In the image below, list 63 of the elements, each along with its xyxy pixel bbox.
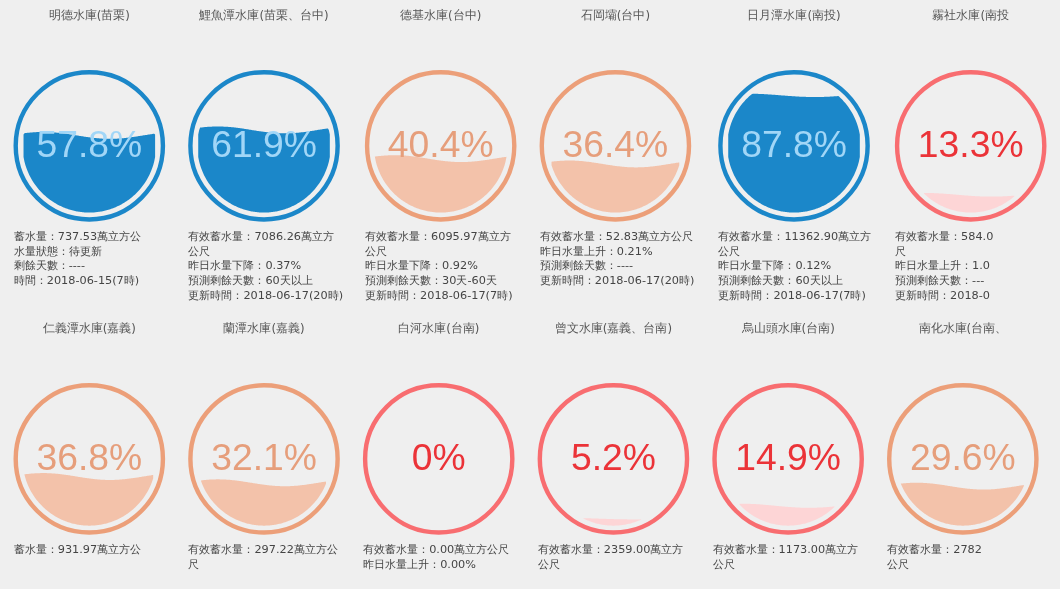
text: 公尺 <box>537 557 560 571</box>
text: 公尺 <box>365 244 388 258</box>
text: 鯉魚潭水庫(苗栗、台中) <box>199 8 329 23</box>
data-label: 13.3% <box>917 122 1024 165</box>
text: 更新時間：2018-06-17(20時) <box>188 288 344 302</box>
data-label: 36.8% <box>36 435 143 478</box>
text: 更新時間：2018-06-17(20時) <box>539 274 695 288</box>
text: 公尺 <box>718 244 741 258</box>
text: 更新時間：2018-06-17(7時) <box>718 288 866 302</box>
text: 明德水庫(苗栗) <box>48 8 130 23</box>
data-label: 0% <box>411 435 466 478</box>
text: 更新時間：2018-0 <box>895 288 991 302</box>
text: 昨日水量上升：1.0 <box>895 259 991 273</box>
text: 白河水庫(台南) <box>398 321 480 336</box>
text: 蓄水量：737.53萬立方公 <box>13 230 142 244</box>
text: 蓄水量：931.97萬立方公 <box>13 543 142 557</box>
data-label: 36.4% <box>562 122 669 165</box>
text: 預測剩餘天數：--- <box>895 274 985 288</box>
text: 水量狀態：待更新 <box>13 244 102 258</box>
text: 昨日水量下降：0.12% <box>718 259 832 273</box>
data-label: 5.2% <box>570 435 656 478</box>
data-label: 14.9% <box>735 435 841 478</box>
text: 公尺 <box>887 557 910 571</box>
text: 有效蓄水量：297.22萬立方公 <box>188 543 338 557</box>
text: 尺 <box>895 244 907 258</box>
text: 更新時間：2018-06-17(7時) <box>365 288 513 302</box>
text: 石岡壩(台中) <box>580 8 650 23</box>
data-label: 29.6% <box>909 435 1016 478</box>
data-label: 87.8% <box>741 122 847 165</box>
text: 昨日水量上升：0.00% <box>363 557 477 571</box>
text: 有效蓄水量：1173.00萬立方 <box>712 543 859 557</box>
text: 昨日水量上升：0.21% <box>539 244 653 258</box>
text: 烏山頭水庫(台南) <box>740 321 835 336</box>
text: 蘭潭水庫(嘉義) <box>223 321 305 336</box>
text: 有效蓄水量：52.83萬立方公尺 <box>539 230 694 244</box>
text: 德基水庫(台中) <box>400 8 482 23</box>
text: 有效蓄水量：584.0 <box>895 230 994 244</box>
data-label: 57.8% <box>36 122 143 165</box>
text: 預測剩餘天數：60天以上 <box>718 274 843 288</box>
text: 昨日水量下降：0.37% <box>188 259 302 273</box>
text: 有效蓄水量：0.00萬立方公尺 <box>363 543 510 557</box>
text: 有效蓄水量：7086.26萬立方 <box>188 230 335 244</box>
text: 曾文水庫(嘉義、台南) <box>554 321 673 336</box>
text: 有效蓄水量：6095.97萬立方 <box>365 230 511 244</box>
text: 有效蓄水量：11362.90萬立方 <box>718 230 872 244</box>
text: 公尺 <box>188 244 211 258</box>
text: 南化水庫(台南、 <box>918 321 1008 336</box>
text: 日月潭水庫(南投) <box>747 8 841 23</box>
text: 昨日水量下降：0.92% <box>365 259 479 273</box>
text: 公尺 <box>712 557 735 571</box>
text: 尺 <box>188 557 200 571</box>
text: 霧社水庫(南投 <box>932 8 1009 23</box>
text: 預測剩餘天數：30天-60天 <box>365 274 497 288</box>
text: 時間：2018-06-15(7時) <box>13 274 140 288</box>
data-label: 61.9% <box>211 122 317 165</box>
data-label: 40.4% <box>387 122 494 165</box>
text: 剩餘天數：---- <box>13 259 86 273</box>
text: 有效蓄水量：2782 <box>887 543 982 557</box>
text: 預測剩餘天數：---- <box>539 259 634 273</box>
text: 預測剩餘天數：60天以上 <box>188 274 313 288</box>
text: 仁義潭水庫(嘉義) <box>41 321 136 336</box>
data-label: 32.1% <box>211 435 317 478</box>
text: 有效蓄水量：2359.00萬立方 <box>537 543 684 557</box>
